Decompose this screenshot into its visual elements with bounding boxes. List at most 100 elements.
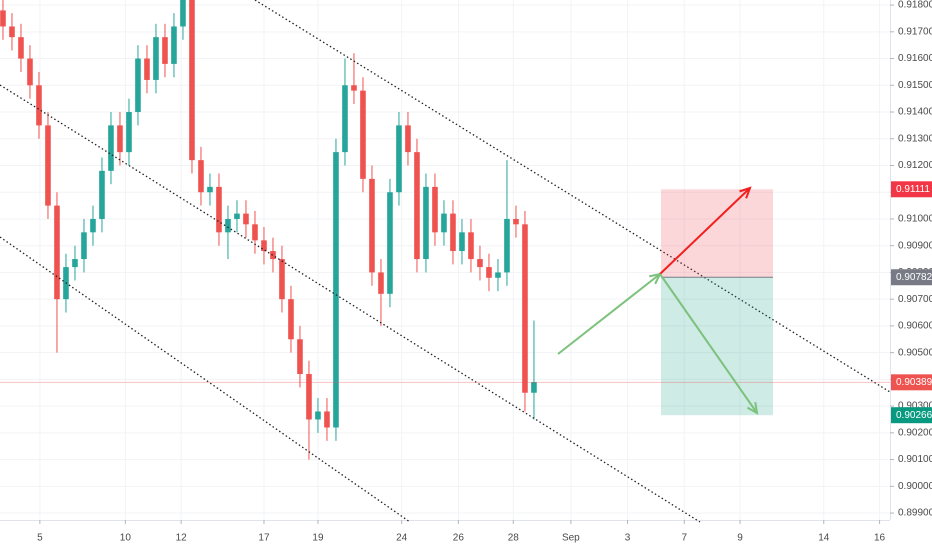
candle-body [126, 112, 132, 153]
y-tick-label: 0.91700 [898, 26, 932, 37]
arrow-head [746, 401, 759, 415]
candle-body [477, 259, 483, 268]
candle-body [90, 218, 96, 233]
x-tick-label: 24 [396, 533, 408, 544]
y-tick-label: 0.90600 [898, 321, 932, 332]
candle-body [387, 192, 393, 294]
candle-body [351, 85, 357, 91]
candle-body [288, 299, 294, 340]
candle-body [414, 152, 420, 260]
candle-body [513, 218, 519, 225]
price-label-bg [891, 181, 932, 198]
candle-body [54, 205, 60, 300]
candle-body [297, 339, 303, 375]
candle-body [315, 411, 321, 420]
candle-body [9, 26, 15, 38]
candle-body [531, 382, 537, 393]
candle-body [198, 160, 204, 193]
arrow-head [739, 186, 752, 199]
x-tick-label: 7 [681, 533, 687, 544]
candle-body [243, 213, 249, 225]
candle-body [468, 232, 474, 260]
candle-body [180, 0, 186, 27]
y-tick-label: 0.91000 [898, 214, 932, 225]
x-tick-label: 19 [312, 533, 324, 544]
price-label-bg [891, 407, 932, 424]
candle-body [162, 37, 168, 64]
candle-body [27, 58, 33, 86]
x-tick-label: 9 [737, 533, 743, 544]
x-tick-label: 26 [453, 533, 465, 544]
arrow [557, 273, 661, 355]
y-tick-label: 0.90200 [898, 427, 932, 438]
y-tick-label: 0.91600 [898, 53, 932, 64]
candle-body [216, 186, 222, 233]
candle-body [324, 411, 330, 428]
y-tick-label: 0.91500 [898, 80, 932, 91]
candle-body [252, 224, 258, 241]
x-tick-label: 12 [176, 533, 188, 544]
candle-body [45, 125, 51, 206]
candle-body [81, 232, 87, 260]
x-tick-label: Sep [562, 533, 580, 544]
candle-body [0, 10, 6, 27]
candle-body [234, 213, 240, 219]
x-tick-label: 16 [874, 533, 886, 544]
candle-body [306, 374, 312, 420]
candle-body [360, 90, 366, 179]
candle-body [459, 232, 465, 252]
candle-body [153, 37, 159, 80]
candle-body [450, 213, 456, 252]
x-tick-label: 14 [818, 533, 830, 544]
candle-body [378, 272, 384, 294]
candle-body [18, 37, 24, 59]
candle-body [108, 125, 114, 171]
candle-body [270, 251, 276, 260]
y-tick-label: 0.90100 [898, 454, 932, 465]
y-tick-label: 0.90300 [898, 401, 932, 412]
arrow [659, 273, 758, 414]
candle-body [333, 152, 339, 428]
candle-body [117, 125, 123, 153]
price-label: 0.90389 [896, 377, 932, 388]
candle-body [171, 26, 177, 64]
channel-line [0, 236, 411, 523]
candle-body [279, 259, 285, 300]
candle-body [369, 178, 375, 273]
y-tick-label: 0.91400 [898, 107, 932, 118]
drawings [0, 0, 891, 523]
candle-body [405, 125, 411, 153]
y-tick-label: 0.90700 [898, 294, 932, 305]
stop-zone [661, 277, 773, 416]
y-tick-label: 0.90500 [898, 347, 932, 358]
candle-body [396, 125, 402, 193]
candle-body [261, 240, 267, 252]
candle-body [432, 186, 438, 233]
y-tick-label: 0.91300 [898, 133, 932, 144]
target-zone [661, 189, 773, 278]
candle-body [423, 186, 429, 260]
x-tick-label: 28 [508, 533, 520, 544]
candle-body [504, 218, 510, 273]
x-tick-label: 3 [625, 533, 631, 544]
price-label-bg [891, 374, 932, 391]
x-tick-label: 17 [258, 533, 270, 544]
candle-body [36, 85, 42, 126]
y-tick-label: 0.90000 [898, 481, 932, 492]
y-tick-label: 0.91200 [898, 160, 932, 171]
price-label: 0.90782 [896, 272, 932, 283]
plot-area [0, 0, 890, 520]
x-tick-label: 5 [37, 533, 43, 544]
candle-body [207, 186, 213, 193]
y-tick-label: 0.90900 [898, 240, 932, 251]
candle-body [99, 170, 105, 219]
price-label-bg [891, 269, 932, 286]
candle-body [189, 0, 195, 161]
y-tick-label: 0.91800 [898, 0, 932, 11]
channel-line [254, 0, 891, 393]
candle-body [441, 213, 447, 233]
x-tick-label: 10 [120, 533, 132, 544]
arrow [659, 187, 751, 275]
channel-line [0, 84, 701, 523]
candle-body [72, 259, 78, 268]
